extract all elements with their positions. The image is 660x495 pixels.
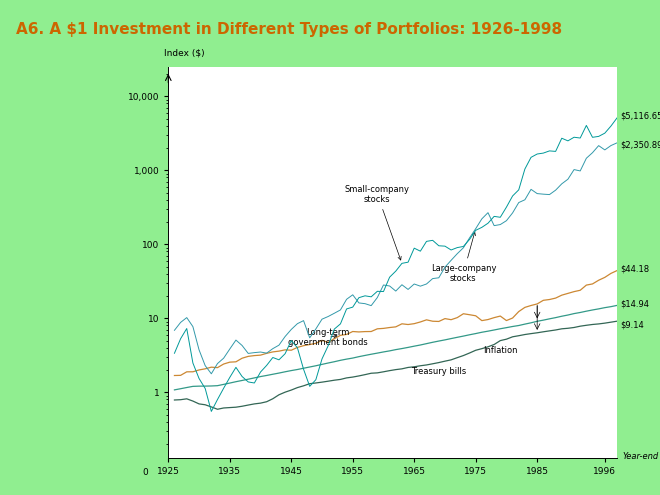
Text: $9.14: $9.14 [620,320,644,329]
Text: $5,116.65: $5,116.65 [620,112,660,121]
Text: Treasury bills: Treasury bills [411,367,467,376]
Text: Long-term
government bonds: Long-term government bonds [288,328,368,347]
Text: $14.94: $14.94 [620,299,649,308]
Text: 0: 0 [143,468,148,477]
Text: A6. A $1 Investment in Different Types of Portfolios: 1926-1998: A6. A $1 Investment in Different Types o… [16,22,562,37]
Text: $2,350.89: $2,350.89 [620,141,660,150]
Text: Small-company
stocks: Small-company stocks [345,185,410,260]
Text: Inflation: Inflation [483,346,517,355]
Text: Large-company
stocks: Large-company stocks [431,232,496,283]
Text: $44.18: $44.18 [620,264,649,273]
Text: Year-end: Year-end [622,452,658,461]
Text: Index ($): Index ($) [164,48,205,57]
